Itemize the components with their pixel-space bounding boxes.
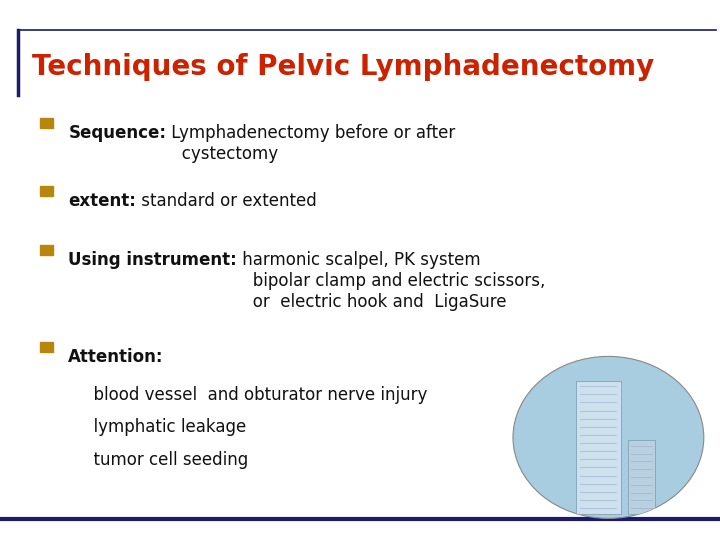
Bar — [40, 245, 53, 255]
Text: Techniques of Pelvic Lymphadenectomy: Techniques of Pelvic Lymphadenectomy — [32, 53, 654, 81]
Text: lymphatic leakage: lymphatic leakage — [83, 418, 246, 436]
Text: blood vessel  and obturator nerve injury: blood vessel and obturator nerve injury — [83, 386, 427, 404]
Text: Attention:: Attention: — [68, 348, 164, 366]
Bar — [40, 342, 53, 352]
Text: extent:: extent: — [68, 192, 136, 210]
Bar — [628, 441, 655, 514]
Text: Using instrument:: Using instrument: — [68, 251, 237, 269]
Text: Sequence:: Sequence: — [68, 124, 166, 142]
Bar — [40, 118, 53, 128]
Text: tumor cell seeding: tumor cell seeding — [83, 451, 248, 469]
Bar — [576, 381, 621, 514]
Text: Lymphadenectomy before or after
   cystectomy: Lymphadenectomy before or after cystecto… — [166, 124, 456, 163]
Bar — [40, 186, 53, 195]
Text: standard or extented: standard or extented — [136, 192, 317, 210]
Text: harmonic scalpel, PK system
   bipolar clamp and electric scissors,
   or  elect: harmonic scalpel, PK system bipolar clam… — [237, 251, 546, 310]
Ellipse shape — [513, 356, 703, 518]
